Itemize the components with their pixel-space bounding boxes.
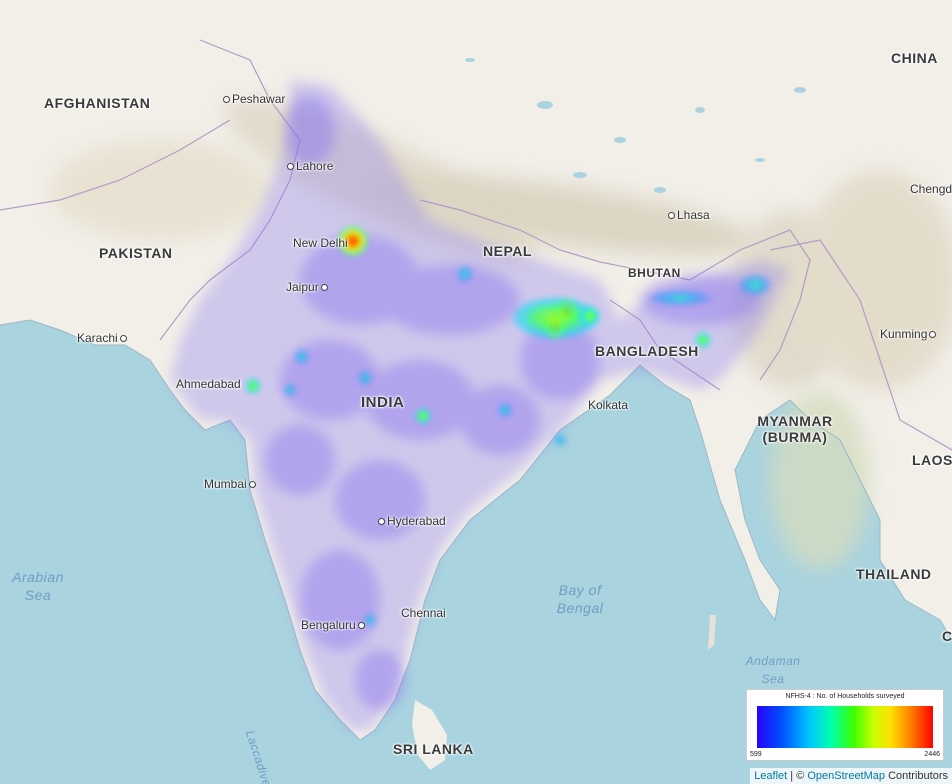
- city-marker-icon: [668, 212, 675, 220]
- city-marker-icon: [223, 96, 230, 104]
- water-label-bay-of-bengal: Bay of Bengal: [556, 582, 604, 616]
- city-marker-icon: [929, 331, 937, 339]
- country-label-thailand: THAILAND: [856, 566, 932, 582]
- city-marker-icon: [119, 335, 127, 343]
- attribution-separator: | ©: [787, 770, 808, 782]
- legend-min-value: 599: [750, 751, 762, 758]
- country-label-afghanistan: AFGHANISTAN: [44, 95, 151, 111]
- city-label-lhasa[interactable]: Lhasa: [666, 208, 710, 222]
- coastline: [0, 319, 952, 741]
- city-label-chengdu[interactable]: Chengdu: [910, 182, 952, 196]
- land-sri-lanka: [412, 700, 447, 770]
- country-label-pakistan: PAKISTAN: [99, 245, 173, 261]
- city-label-kunming[interactable]: Kunming: [880, 327, 938, 341]
- city-label-new-delhi[interactable]: New Delhi: [293, 236, 348, 250]
- heat-zone-bihar: [510, 296, 600, 340]
- city-label-peshawar[interactable]: Peshawar: [221, 92, 285, 106]
- city-label-ahmedabad[interactable]: Ahmedabad: [176, 377, 241, 391]
- city-label-karachi[interactable]: Karachi: [77, 331, 129, 345]
- water-label-andaman-sea: Andaman Sea: [745, 654, 801, 686]
- country-label-sri-lanka: SRI LANKA: [393, 741, 474, 757]
- country-label-nepal: NEPAL: [483, 243, 532, 259]
- water-label-arabian-sea: Arabian Sea: [12, 569, 64, 603]
- city-label-hyderabad[interactable]: Hyderabad: [376, 514, 446, 528]
- city-marker-icon: [357, 622, 365, 630]
- city-label-chennai[interactable]: Chennai: [401, 606, 446, 620]
- legend-title: NFHS-4 : No. of Households surveyed: [785, 693, 905, 700]
- country-label-myanmar: MYANMAR (BURMA): [757, 413, 833, 445]
- city-label-lahore[interactable]: Lahore: [285, 159, 333, 173]
- legend-max-value: 2446: [924, 751, 940, 758]
- city-label-kolkata[interactable]: Kolkata: [588, 398, 629, 412]
- country-label-india: INDIA: [361, 394, 405, 411]
- heatmap-layer: [170, 80, 790, 730]
- leaflet-link[interactable]: Leaflet: [754, 770, 788, 782]
- heat-spot-new-delhi: [337, 225, 369, 257]
- lakes: [465, 58, 806, 193]
- city-label-bengaluru[interactable]: Bengaluru: [301, 618, 367, 632]
- country-label-bangladesh: BANGLADESH: [595, 343, 699, 359]
- city-marker-icon: [287, 163, 294, 171]
- country-label-bhutan: BHUTAN: [628, 266, 681, 280]
- country-label-cut-off: C: [942, 628, 952, 644]
- legend-color-scale: [757, 706, 933, 748]
- city-label-mumbai[interactable]: Mumbai: [204, 477, 258, 491]
- city-marker-icon: [378, 518, 385, 526]
- openstreetmap-link[interactable]: OpenStreetMap: [807, 770, 886, 782]
- city-marker-icon: [320, 284, 328, 292]
- city-label-jaipur[interactable]: Jaipur: [286, 280, 330, 294]
- country-label-laos: LAOS: [912, 452, 952, 468]
- map-attribution: Leaflet | © OpenStreetMap Contributors: [750, 768, 952, 784]
- attribution-contributors: Contributors: [885, 770, 948, 782]
- land-andaman: [708, 615, 716, 650]
- heatmap-legend: NFHS-4 : No. of Households surveyed 599 …: [746, 689, 944, 761]
- city-marker-icon: [248, 481, 256, 489]
- country-label-china: CHINA: [891, 50, 938, 66]
